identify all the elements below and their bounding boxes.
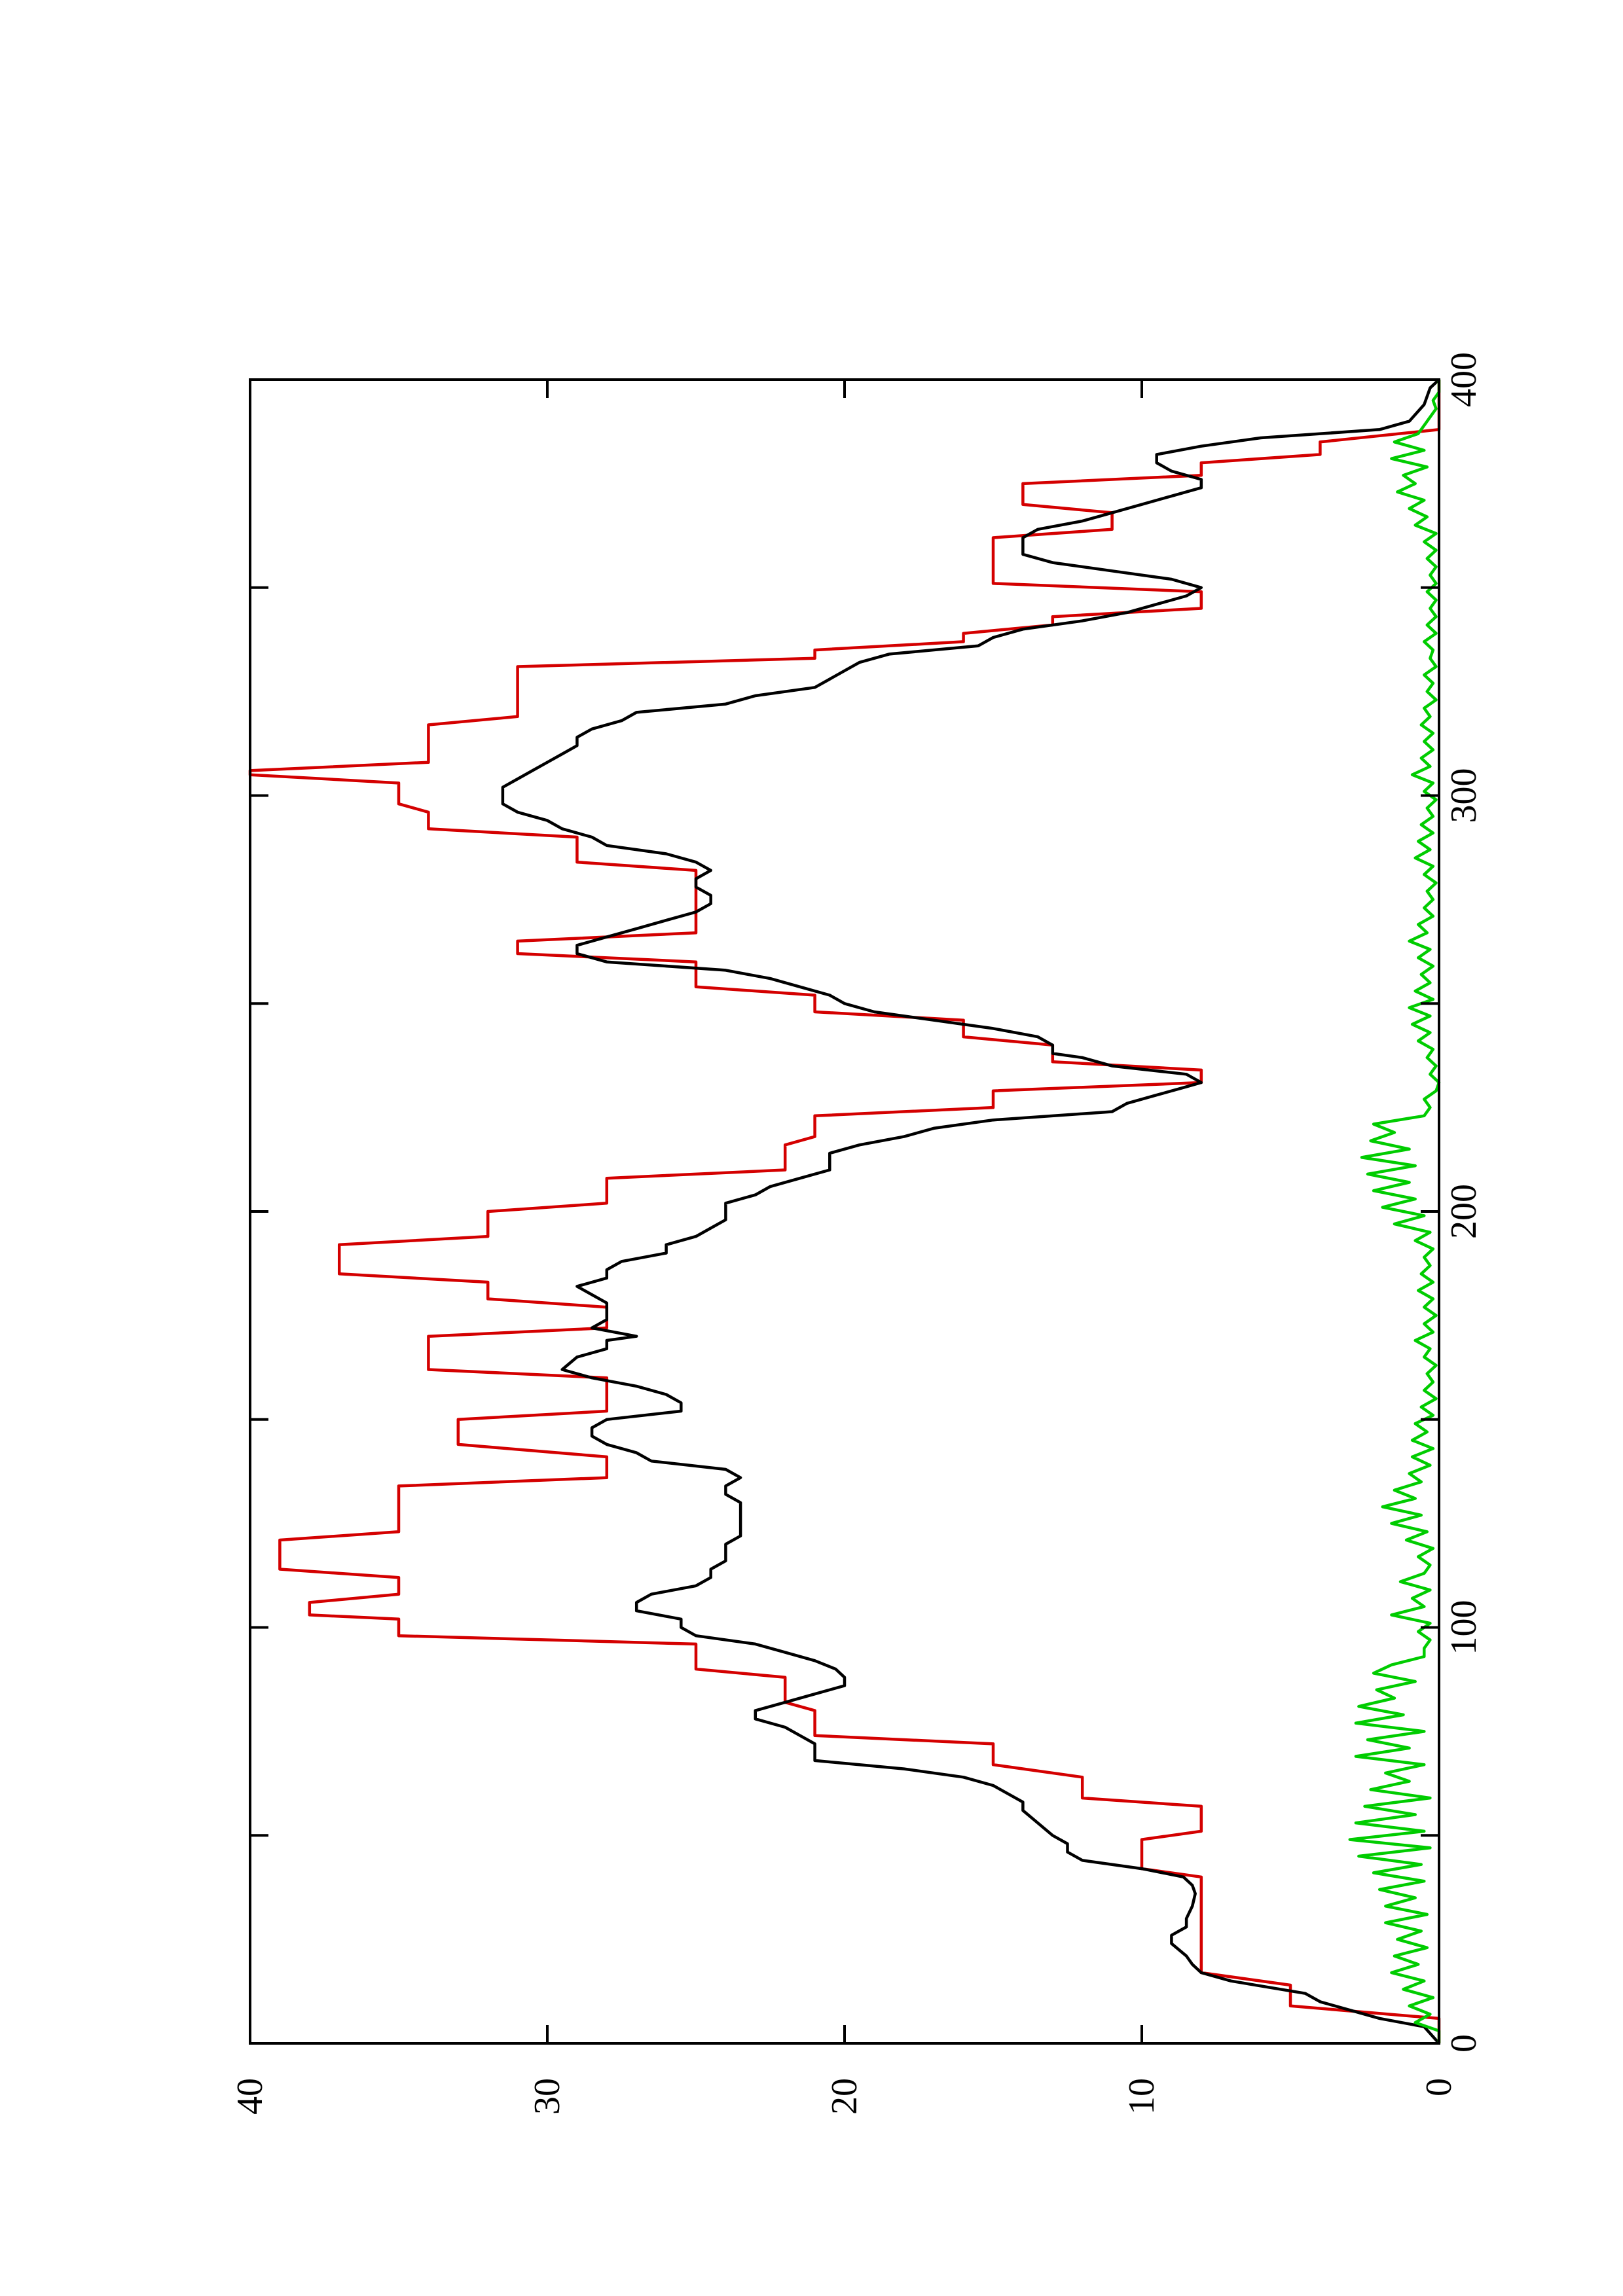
x-tick-label: 200 xyxy=(1444,1184,1484,1239)
plot-frame xyxy=(249,378,1440,2045)
y-tick-label: 20 xyxy=(824,2078,865,2115)
series-line-0 xyxy=(248,380,1441,2043)
y-tick-label: 40 xyxy=(230,2078,270,2115)
series-line-1 xyxy=(501,378,1440,2045)
y-tick-label: 10 xyxy=(1122,2078,1162,2115)
series-line-2 xyxy=(1348,380,1441,2043)
x-tick-label: 0 xyxy=(1444,2034,1484,2053)
labels-layer: 0 100 200 300 400 0 10 20 30 40 xyxy=(230,352,1484,2115)
x-tick-label: 300 xyxy=(1444,768,1484,823)
series-layer xyxy=(248,378,1441,2045)
y-tick-label: 30 xyxy=(527,2078,568,2115)
x-tick-label: 100 xyxy=(1444,1600,1484,1655)
x-tick-label: 400 xyxy=(1444,352,1484,407)
y-tick-label: 0 xyxy=(1419,2078,1459,2096)
